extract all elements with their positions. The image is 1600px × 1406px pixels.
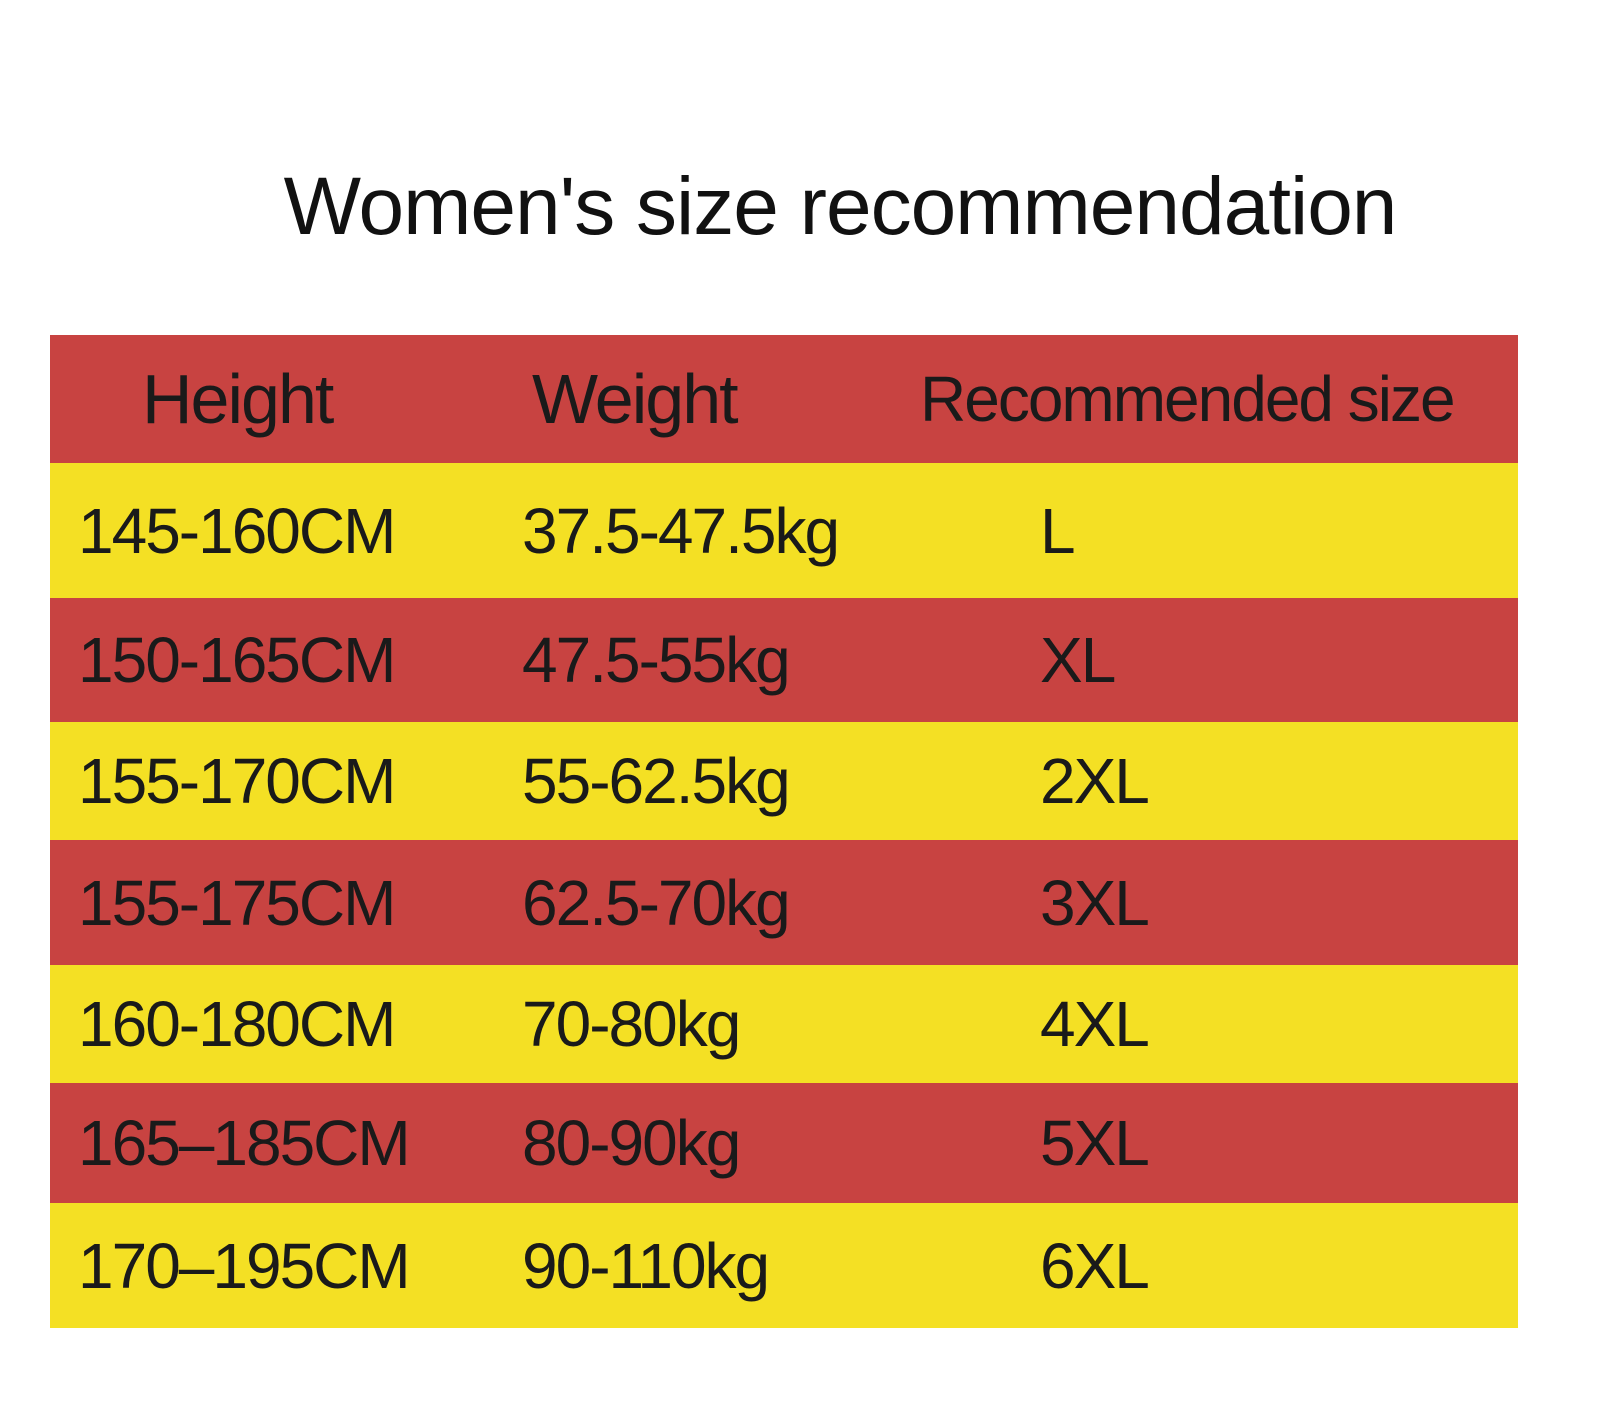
table-cell: XL xyxy=(1040,624,1116,696)
table-cell: 62.5-70kg xyxy=(522,866,791,939)
table-row: 155-175CM 62.5-70kg 3XL xyxy=(50,840,1518,965)
header-row: Height Weight Recommended size xyxy=(50,335,1518,463)
title: Women's size recommendation xyxy=(283,161,1398,252)
table-row: 165–185CM 80-90kg 5XL xyxy=(50,1083,1518,1203)
header-cell: Weight xyxy=(532,360,739,438)
size-table: Height Weight Recommended size 145-160CM 37.… xyxy=(50,335,1518,1328)
table-cell: 5XL xyxy=(1040,1107,1150,1179)
header-cell: Height xyxy=(142,360,334,438)
table-cell: 47.5-55kg xyxy=(522,624,791,696)
table-row: 150-165CM 47.5-55kg XL xyxy=(50,598,1518,722)
table-cell: 90-110kg xyxy=(522,1229,770,1302)
table-cell: 145-160CM xyxy=(78,494,396,567)
table-cell: 170–195CM xyxy=(78,1229,411,1302)
table-cell: 155-170CM xyxy=(78,745,396,817)
table-cell: 70-80kg xyxy=(522,988,741,1060)
table-row: 155-170CM 55-62.5kg 2XL xyxy=(50,722,1518,840)
table-row: 160-180CM 70-80kg 4XL xyxy=(50,965,1518,1083)
table-cell: 6XL xyxy=(1040,1229,1150,1302)
table-cell: L xyxy=(1040,494,1076,567)
table-cell: 150-165CM xyxy=(78,624,396,696)
header-cell: Recommended size xyxy=(920,363,1456,435)
table-cell: 37.5-47.5kg xyxy=(522,494,840,567)
table-cell: 165–185CM xyxy=(78,1107,411,1179)
table-cell: 155-175CM xyxy=(78,866,396,939)
table-row: 170–195CM 90-110kg 6XL xyxy=(50,1203,1518,1328)
table-cell: 4XL xyxy=(1040,988,1150,1060)
table-row: 145-160CM 37.5-47.5kg L xyxy=(50,463,1518,598)
table-cell: 80-90kg xyxy=(522,1107,741,1179)
table-cell: 2XL xyxy=(1040,745,1150,817)
table-cell: 3XL xyxy=(1040,866,1150,939)
table-cell: 55-62.5kg xyxy=(522,745,791,817)
table-cell: 160-180CM xyxy=(78,988,396,1060)
